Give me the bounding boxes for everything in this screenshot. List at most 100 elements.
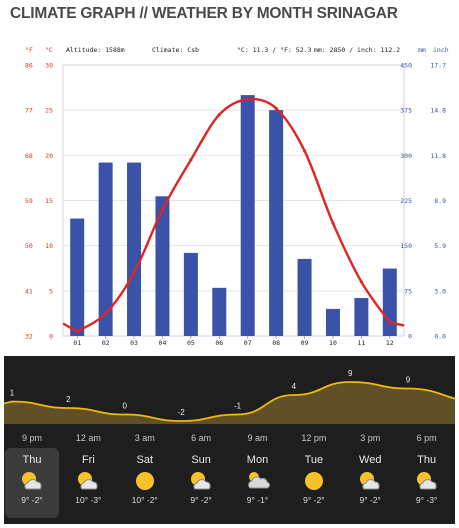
precipitation-bar bbox=[382, 268, 397, 336]
day-name: Thu bbox=[417, 454, 437, 466]
cloud-shape bbox=[362, 479, 380, 490]
month-tick-label: 06 bbox=[215, 339, 223, 347]
hour-label: 3 am bbox=[134, 433, 155, 443]
month-tick-label: 08 bbox=[272, 339, 280, 347]
sun-disc bbox=[135, 472, 154, 490]
cloud-shape bbox=[80, 479, 98, 490]
hourly-temperature-graph: 1 2 0 -2 -1 4 9 9 bbox=[4, 369, 455, 424]
inch-unit-label: inch bbox=[433, 46, 449, 54]
hourly-temp-label: 1 bbox=[10, 389, 15, 398]
f-tick-label: 32 bbox=[25, 333, 33, 341]
hour-label: 3 pm bbox=[360, 433, 381, 443]
day-name: Fri bbox=[81, 454, 95, 466]
day-temperature-range: 9° -2° bbox=[190, 495, 212, 505]
inch-tick-label: 17.7 bbox=[430, 62, 446, 70]
day-temperature-range: 10° -3° bbox=[75, 495, 102, 505]
temperature-point bbox=[388, 320, 392, 325]
f-tick-label: 77 bbox=[25, 107, 33, 115]
mm-tick-label: 300 bbox=[400, 152, 412, 160]
month-tick-label: 03 bbox=[130, 339, 138, 347]
f-tick-label: 41 bbox=[25, 287, 33, 295]
day-name: Sat bbox=[136, 454, 153, 466]
day-forecast-thu[interactable]: Thu 9° -3° bbox=[400, 448, 454, 518]
hourly-temp-label: 9 bbox=[348, 369, 353, 378]
day-name: Wed bbox=[359, 454, 382, 466]
precipitation-bar bbox=[325, 308, 340, 336]
day-temperature-range: 9° -2° bbox=[359, 495, 381, 505]
hour-label: 6 pm bbox=[416, 433, 437, 443]
day-temperature-range: 9° -2° bbox=[21, 495, 43, 505]
precipitation-bar bbox=[183, 252, 198, 336]
f-tick-label: 68 bbox=[25, 152, 33, 160]
c-tick-label: 15 bbox=[45, 197, 53, 205]
cloud-shape bbox=[419, 479, 437, 490]
f-tick-label: 86 bbox=[25, 62, 33, 70]
inch-tick-label: 14.8 bbox=[430, 107, 446, 115]
month-tick-label: 02 bbox=[102, 339, 110, 347]
temperature-point bbox=[274, 106, 278, 110]
sun-disc bbox=[304, 472, 323, 490]
temperature-point bbox=[189, 158, 193, 162]
climate-graph-panel: CLIMATE GRAPH // WEATHER BY MONTH SRINAG… bbox=[10, 5, 449, 347]
precipitation-bar bbox=[127, 162, 142, 336]
hour-label: 12 pm bbox=[301, 433, 327, 443]
climate-class-info: Climate: Csb bbox=[152, 46, 199, 54]
mm-tick-label: 75 bbox=[404, 287, 412, 295]
hourly-temp-label: -2 bbox=[178, 408, 186, 417]
precipitation-bar bbox=[98, 162, 113, 336]
precipitation-bar bbox=[354, 298, 369, 336]
precipitation-bar bbox=[70, 218, 85, 336]
day-forecast-mon[interactable]: Mon 9° -1° bbox=[231, 448, 285, 518]
temperature-curve bbox=[4, 381, 455, 422]
hour-label: 9 am bbox=[247, 433, 268, 443]
day-name: Sun bbox=[191, 454, 211, 466]
mm-tick-label: 0 bbox=[408, 333, 412, 341]
mm-tick-label: 225 bbox=[400, 197, 412, 205]
day-forecast-wed[interactable]: Wed 9° -2° bbox=[343, 448, 397, 518]
hour-label: 6 am bbox=[191, 433, 212, 443]
temperature-point bbox=[132, 271, 136, 275]
day-forecast-sun[interactable]: Sun 9° -2° bbox=[174, 448, 228, 518]
c-tick-label: 0 bbox=[49, 333, 53, 341]
hour-label: 9 pm bbox=[21, 433, 42, 443]
day-name: Tue bbox=[304, 454, 324, 466]
day-temperature-range: 9° -2° bbox=[303, 495, 325, 505]
temperature-point bbox=[104, 311, 108, 316]
inch-tick-label: 0.0 bbox=[434, 333, 446, 341]
temperature-point bbox=[75, 329, 79, 334]
temperature-point bbox=[359, 280, 363, 284]
hourly-temp-label: 4 bbox=[292, 382, 297, 391]
altitude-info: Altitude: 1588m bbox=[66, 46, 125, 54]
month-tick-label: 10 bbox=[329, 339, 337, 347]
hourly-temp-label: -1 bbox=[234, 402, 242, 411]
f-unit-label: °F bbox=[25, 46, 33, 54]
c-tick-label: 20 bbox=[45, 152, 53, 160]
month-tick-label: 12 bbox=[386, 339, 394, 347]
temperature-point bbox=[302, 149, 307, 153]
temperature-point bbox=[331, 221, 335, 225]
day-forecast-tue[interactable]: Tue 9° -2° bbox=[287, 448, 341, 518]
mm-unit-label: mm bbox=[418, 46, 426, 54]
c-tick-label: 25 bbox=[45, 107, 53, 115]
day-name: Thu bbox=[22, 454, 42, 466]
partly-cloudy-icon bbox=[78, 472, 98, 490]
inch-tick-label: 11.8 bbox=[430, 152, 446, 160]
temperature-point bbox=[160, 207, 165, 212]
partly-cloudy-icon bbox=[416, 472, 437, 490]
temperature-point bbox=[217, 113, 221, 117]
c-tick-label: 30 bbox=[45, 62, 53, 70]
avg-temperature-info: °C: 11.3 / °F: 52.3 bbox=[237, 46, 311, 54]
precipitation-info: mm: 2850 / inch: 112.2 bbox=[314, 46, 400, 54]
cloudy-icon bbox=[247, 472, 270, 489]
climate-title: CLIMATE GRAPH // WEATHER BY MONTH SRINAG… bbox=[10, 5, 398, 22]
precipitation-bar bbox=[269, 110, 284, 337]
precipitation-bar bbox=[212, 287, 227, 336]
mm-tick-label: 150 bbox=[400, 242, 412, 250]
day-forecast-fri[interactable]: Fri 10° -3° bbox=[61, 448, 115, 518]
day-forecast-thu[interactable]: Thu 9° -2° bbox=[5, 448, 59, 518]
day-forecast-sat[interactable]: Sat 10° -2° bbox=[118, 448, 172, 518]
climate-chart: 86 30 450 17.7 77 25 375 14.8 68 20 300 11.8 59 15 225… bbox=[25, 46, 449, 347]
temperature-area bbox=[4, 382, 455, 424]
inch-tick-label: 5.9 bbox=[434, 242, 446, 250]
c-tick-label: 5 bbox=[49, 287, 53, 295]
